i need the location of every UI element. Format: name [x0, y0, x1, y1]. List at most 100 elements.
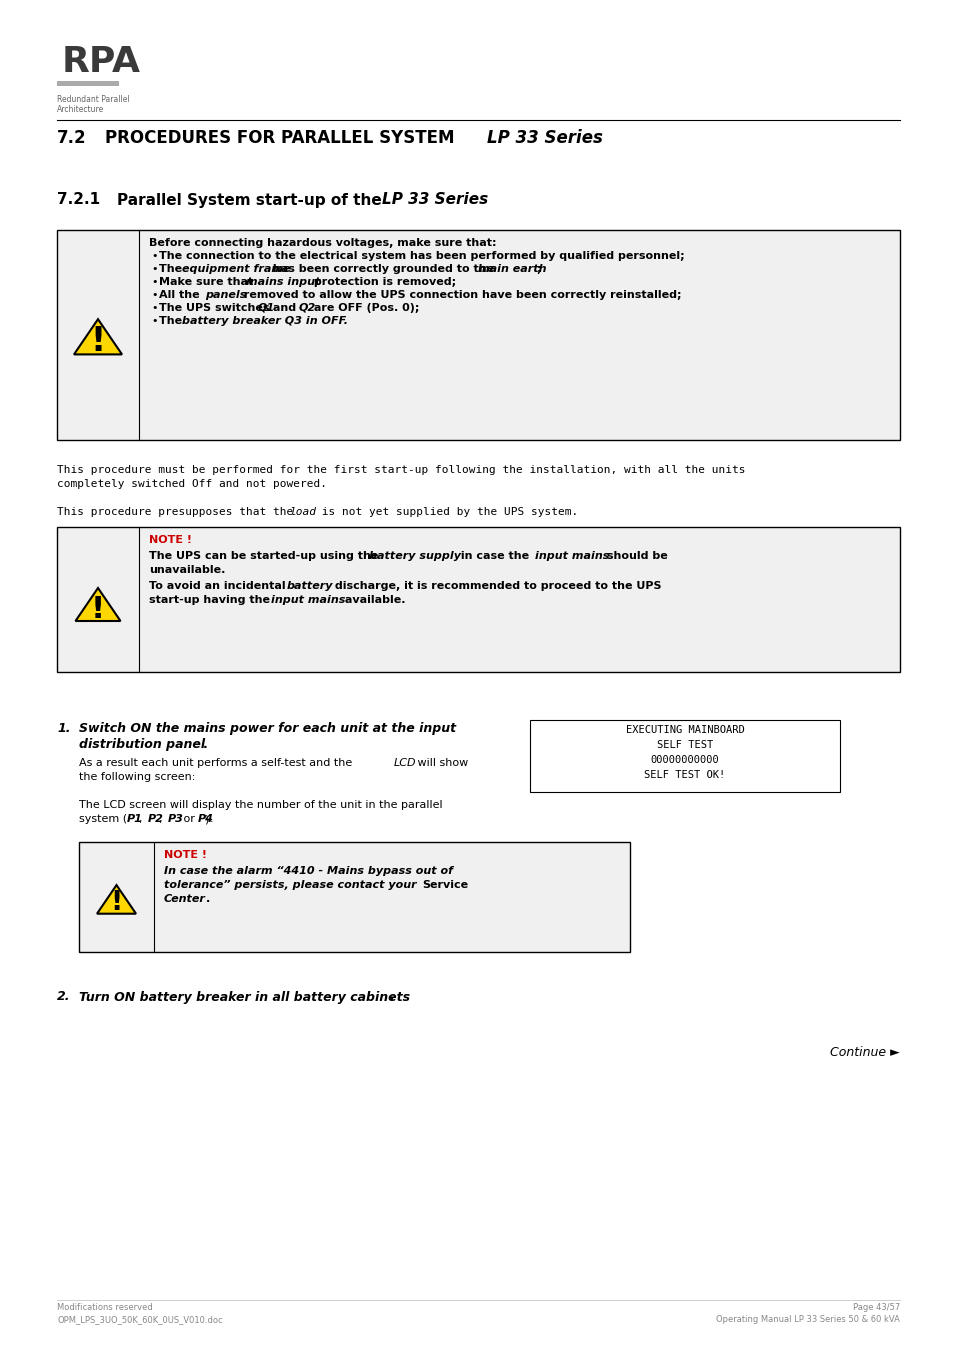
Text: Architecture: Architecture	[57, 105, 104, 113]
Text: ;: ;	[536, 265, 540, 274]
Text: 1.: 1.	[57, 722, 71, 734]
Text: !: !	[91, 325, 106, 358]
Text: Center: Center	[164, 894, 206, 904]
Text: ,: ,	[159, 814, 166, 824]
Text: the following screen:: the following screen:	[79, 772, 195, 782]
Text: •: •	[151, 290, 157, 300]
Text: P1: P1	[127, 814, 143, 824]
Text: .: .	[206, 894, 210, 904]
Text: Switch ON the mains power for each unit at the input: Switch ON the mains power for each unit …	[79, 722, 456, 734]
Text: system (: system (	[79, 814, 127, 824]
Text: LP 33 Series: LP 33 Series	[486, 130, 602, 147]
Text: RPA: RPA	[62, 45, 141, 80]
Text: The UPS can be started-up using the: The UPS can be started-up using the	[149, 551, 382, 562]
Text: Q2: Q2	[298, 302, 315, 313]
Text: Page 43/57: Page 43/57	[852, 1304, 899, 1312]
Text: equipment frame: equipment frame	[182, 265, 291, 274]
Text: Make sure that: Make sure that	[159, 277, 257, 288]
FancyBboxPatch shape	[57, 81, 119, 86]
Text: completely switched Off and not powered.: completely switched Off and not powered.	[57, 479, 327, 489]
Text: PROCEDURES FOR PARALLEL SYSTEM: PROCEDURES FOR PARALLEL SYSTEM	[105, 130, 459, 147]
Text: EXECUTING MAINBOARD: EXECUTING MAINBOARD	[625, 725, 743, 734]
Text: battery breaker Q3 in OFF.: battery breaker Q3 in OFF.	[182, 316, 348, 325]
Text: The connection to the electrical system has been performed by qualified personne: The connection to the electrical system …	[159, 251, 684, 261]
Text: 7.2: 7.2	[57, 130, 87, 147]
Text: !: !	[111, 890, 123, 917]
Text: in case the: in case the	[456, 551, 533, 562]
Text: main earth: main earth	[477, 265, 546, 274]
Text: Q1: Q1	[257, 302, 274, 313]
Text: The UPS switches: The UPS switches	[159, 302, 274, 313]
Polygon shape	[97, 886, 136, 914]
Text: •: •	[151, 265, 157, 274]
Text: All the: All the	[159, 290, 203, 300]
Text: is not yet supplied by the UPS system.: is not yet supplied by the UPS system.	[314, 508, 578, 517]
Text: protection is removed;: protection is removed;	[310, 277, 456, 288]
Text: panels: panels	[205, 290, 247, 300]
Text: available.: available.	[340, 595, 405, 605]
Text: input mains: input mains	[535, 551, 609, 562]
Text: 2.: 2.	[57, 991, 71, 1003]
Text: The LCD screen will display the number of the unit in the parallel: The LCD screen will display the number o…	[79, 801, 442, 810]
Text: This procedure must be performed for the first start-up following the installati: This procedure must be performed for the…	[57, 464, 744, 475]
Text: To avoid an incidental: To avoid an incidental	[149, 580, 289, 591]
Text: .: .	[389, 991, 394, 1003]
Text: This procedure presupposes that the: This procedure presupposes that the	[57, 508, 299, 517]
Text: P3: P3	[168, 814, 184, 824]
Text: 7.2.1: 7.2.1	[57, 193, 100, 208]
Text: distribution panel: distribution panel	[79, 738, 205, 751]
Text: As a result each unit performs a self-test and the: As a result each unit performs a self-te…	[79, 757, 355, 768]
Text: NOTE !: NOTE !	[149, 535, 192, 545]
Text: battery supply: battery supply	[369, 551, 460, 562]
Text: •: •	[151, 302, 157, 313]
Text: should be: should be	[602, 551, 667, 562]
Text: •: •	[151, 277, 157, 288]
Text: Before connecting hazardous voltages, make sure that:: Before connecting hazardous voltages, ma…	[149, 238, 496, 248]
Text: LP 33 Series: LP 33 Series	[381, 193, 488, 208]
Text: OPM_LPS_3UO_50K_60K_0US_V010.doc: OPM_LPS_3UO_50K_60K_0US_V010.doc	[57, 1315, 222, 1324]
Text: removed to allow the UPS connection have been correctly reinstalled;: removed to allow the UPS connection have…	[240, 290, 681, 300]
Text: load: load	[289, 508, 315, 517]
Text: ,: ,	[138, 814, 146, 824]
Text: P2: P2	[148, 814, 163, 824]
Text: Service: Service	[421, 880, 468, 890]
Text: •: •	[151, 251, 157, 261]
Text: Turn ON battery breaker in all battery cabinets: Turn ON battery breaker in all battery c…	[79, 991, 410, 1003]
Text: The: The	[159, 316, 186, 325]
Text: has been correctly grounded to the: has been correctly grounded to the	[269, 265, 497, 274]
Text: Modifications reserved: Modifications reserved	[57, 1304, 152, 1312]
Text: will show: will show	[414, 757, 468, 768]
Text: unavailable.: unavailable.	[149, 566, 225, 575]
FancyBboxPatch shape	[530, 720, 840, 792]
Polygon shape	[74, 319, 122, 355]
Text: mains input: mains input	[246, 277, 320, 288]
Text: .: .	[203, 738, 208, 751]
Text: or: or	[179, 814, 198, 824]
Polygon shape	[75, 589, 120, 621]
Text: !: !	[91, 594, 105, 624]
Text: are OFF (Pos. 0);: are OFF (Pos. 0);	[310, 302, 418, 313]
Text: Operating Manual LP 33 Series 50 & 60 kVA: Operating Manual LP 33 Series 50 & 60 kV…	[716, 1315, 899, 1324]
FancyBboxPatch shape	[57, 526, 899, 672]
Text: .: .	[209, 814, 213, 824]
Text: P4: P4	[197, 814, 213, 824]
Text: start-up having the: start-up having the	[149, 595, 274, 605]
Text: tolerance” persists, please contact your: tolerance” persists, please contact your	[164, 880, 420, 890]
Text: LCD: LCD	[394, 757, 416, 768]
Text: input mains: input mains	[271, 595, 345, 605]
Text: ): )	[204, 814, 208, 824]
Text: In case the alarm “4410 - Mains bypass out of: In case the alarm “4410 - Mains bypass o…	[164, 865, 453, 876]
Text: discharge, it is recommended to proceed to the UPS: discharge, it is recommended to proceed …	[331, 580, 660, 591]
Text: 00000000000: 00000000000	[650, 755, 719, 765]
FancyBboxPatch shape	[79, 842, 629, 952]
Text: The: The	[159, 265, 186, 274]
Text: NOTE !: NOTE !	[164, 850, 207, 860]
Text: battery: battery	[287, 580, 334, 591]
Text: SELF TEST OK!: SELF TEST OK!	[643, 769, 725, 780]
Text: and: and	[269, 302, 300, 313]
FancyBboxPatch shape	[57, 230, 899, 440]
Text: •: •	[151, 316, 157, 325]
Text: Continue ►: Continue ►	[829, 1045, 899, 1058]
Text: Parallel System start-up of the: Parallel System start-up of the	[117, 193, 387, 208]
Text: SELF TEST: SELF TEST	[657, 740, 713, 751]
